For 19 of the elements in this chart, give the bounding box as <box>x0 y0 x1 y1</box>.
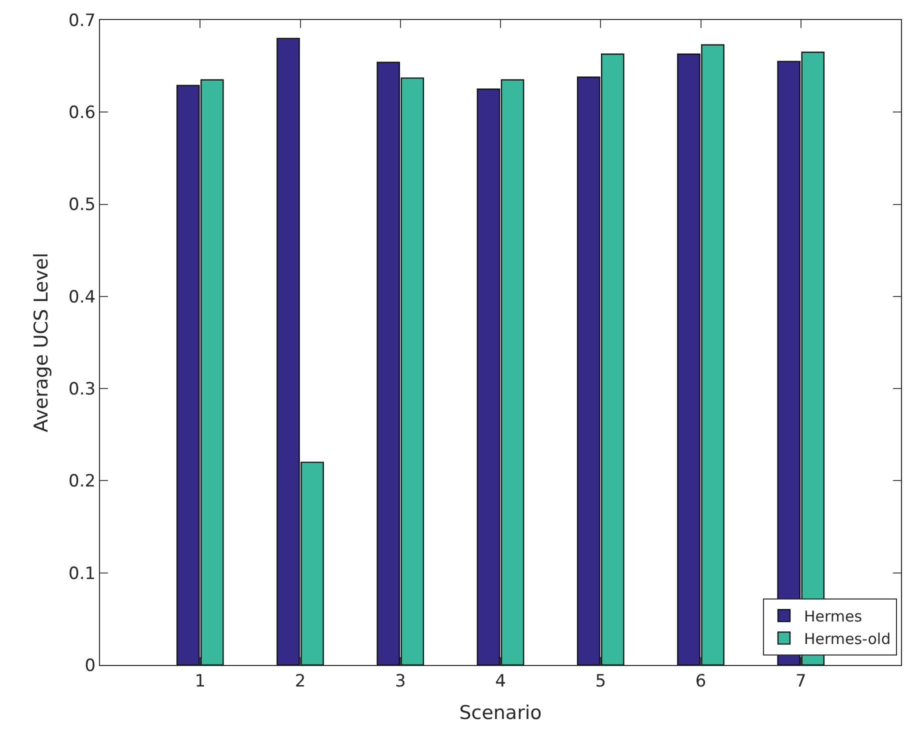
x-tick-label: 3 <box>394 671 406 692</box>
y-tick-label: 0.4 <box>68 287 96 308</box>
y-tick-label: 0.2 <box>68 472 96 492</box>
y-tick-label: 0 <box>84 656 96 676</box>
x-tick-label: 7 <box>795 671 806 692</box>
y-tick-label: 0.3 <box>68 380 96 400</box>
x-tick-label: 4 <box>495 671 506 692</box>
x-tick-label: 2 <box>294 671 306 692</box>
x-tick-label: 6 <box>695 671 706 692</box>
x-tick-label: 1 <box>194 671 206 692</box>
y-tick-label: 0.6 <box>68 103 96 124</box>
legend-label: Hermes <box>804 607 862 626</box>
y-tick-label: 0.7 <box>68 10 96 31</box>
y-axis-title: Average UCS Level <box>30 252 52 432</box>
x-axis-title: Scenario <box>459 702 542 724</box>
y-tick-label: 0.5 <box>68 195 96 216</box>
legend-label: Hermes-old <box>804 630 891 648</box>
y-tick-label: 0.1 <box>68 564 96 584</box>
x-tick-label: 5 <box>595 671 606 692</box>
